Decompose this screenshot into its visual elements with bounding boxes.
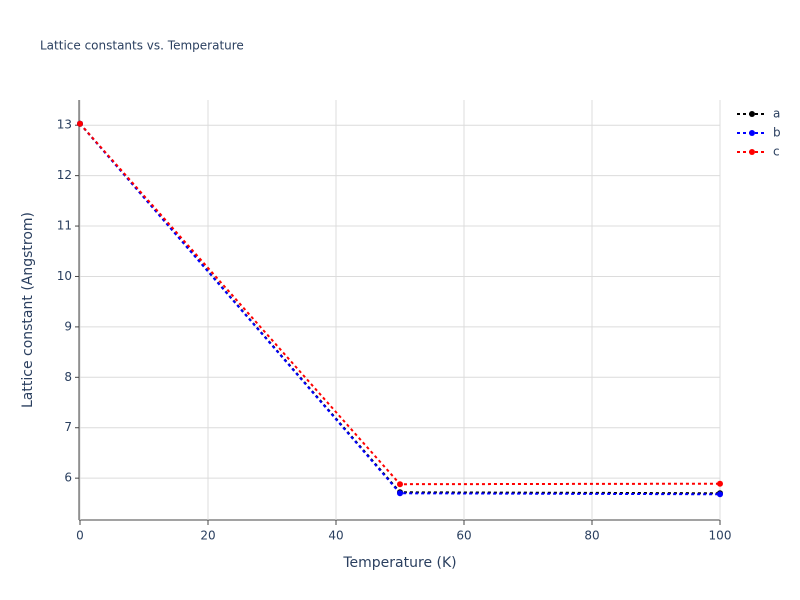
legend-marker — [749, 130, 755, 136]
y-tick-label: 8 — [64, 370, 72, 384]
y-tick-label: 9 — [64, 319, 72, 333]
y-axis-label: Lattice constant (Angstrom) — [20, 212, 36, 408]
x-axis-label: Temperature (K) — [342, 555, 456, 571]
x-tick-label: 80 — [584, 529, 599, 543]
y-tick-label: 12 — [57, 168, 72, 182]
data-point — [397, 481, 403, 488]
data-point — [397, 490, 403, 497]
y-tick-label: 6 — [64, 471, 72, 485]
y-tick-label: 10 — [57, 269, 72, 283]
legend-marker — [749, 149, 755, 155]
legend-label: b — [773, 126, 781, 140]
series-line — [79, 123, 721, 495]
legend-label: c — [773, 145, 780, 159]
data-point — [717, 480, 723, 487]
legend-label: a — [773, 107, 780, 121]
data-point — [717, 491, 723, 498]
y-tick-label: 7 — [64, 420, 72, 434]
series-line — [79, 123, 721, 496]
x-tick-label: 100 — [709, 529, 732, 543]
data-point — [77, 120, 83, 127]
x-tick-label: 40 — [328, 529, 343, 543]
y-tick-label: 11 — [57, 219, 72, 233]
y-tick-label: 13 — [57, 118, 72, 132]
legend-marker — [749, 111, 755, 117]
x-tick-label: 0 — [76, 529, 84, 543]
chart-title: Lattice constants vs. Temperature — [40, 39, 244, 53]
x-tick-label: 60 — [456, 529, 471, 543]
series-line — [79, 123, 721, 486]
x-tick-label: 20 — [200, 529, 215, 543]
